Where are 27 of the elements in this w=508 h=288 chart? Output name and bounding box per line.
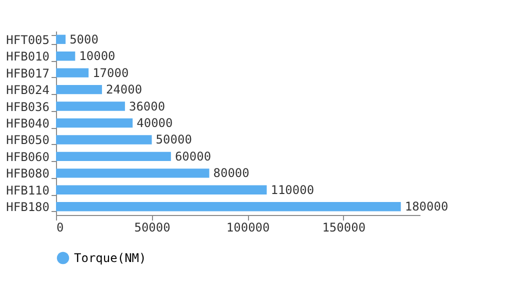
data-label: 17000 <box>92 66 129 80</box>
y-tick-label: HFB024 <box>6 83 50 98</box>
data-label: 10000 <box>79 49 116 64</box>
data-label: 60000 <box>174 149 212 164</box>
x-tick-label: 150000 <box>322 220 366 234</box>
y-tick-label: HFB010 <box>6 50 50 64</box>
y-tick-label: HFB036 <box>6 100 50 114</box>
x-tick-label: 50000 <box>134 220 170 234</box>
y-tick-label: HFB110 <box>6 183 50 198</box>
legend-label: Torque(NM) <box>74 251 146 265</box>
x-tick-label: 100000 <box>226 220 270 234</box>
y-tick-label: HFB080 <box>6 166 50 181</box>
data-label: 24000 <box>106 82 142 97</box>
y-tick-label: HFT005 <box>6 32 50 47</box>
data-label: 80000 <box>213 166 250 180</box>
data-label: 110000 <box>270 182 314 197</box>
data-label: 36000 <box>128 99 166 114</box>
x-tick-label: 0 <box>56 220 64 234</box>
data-label: 50000 <box>156 132 192 147</box>
y-tick-label: HFB060 <box>6 150 50 164</box>
data-label: 40000 <box>136 116 173 130</box>
y-tick-label: HFB180 <box>6 200 50 214</box>
y-tick-label: HFB040 <box>6 116 50 130</box>
data-label: 5000 <box>70 32 98 46</box>
y-tick-label: HFB017 <box>6 66 50 80</box>
y-tick-label: HFB050 <box>6 133 50 148</box>
data-label: 180000 <box>404 200 448 214</box>
